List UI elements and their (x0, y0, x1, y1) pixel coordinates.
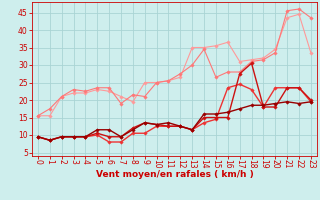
X-axis label: Vent moyen/en rafales ( km/h ): Vent moyen/en rafales ( km/h ) (96, 170, 253, 179)
